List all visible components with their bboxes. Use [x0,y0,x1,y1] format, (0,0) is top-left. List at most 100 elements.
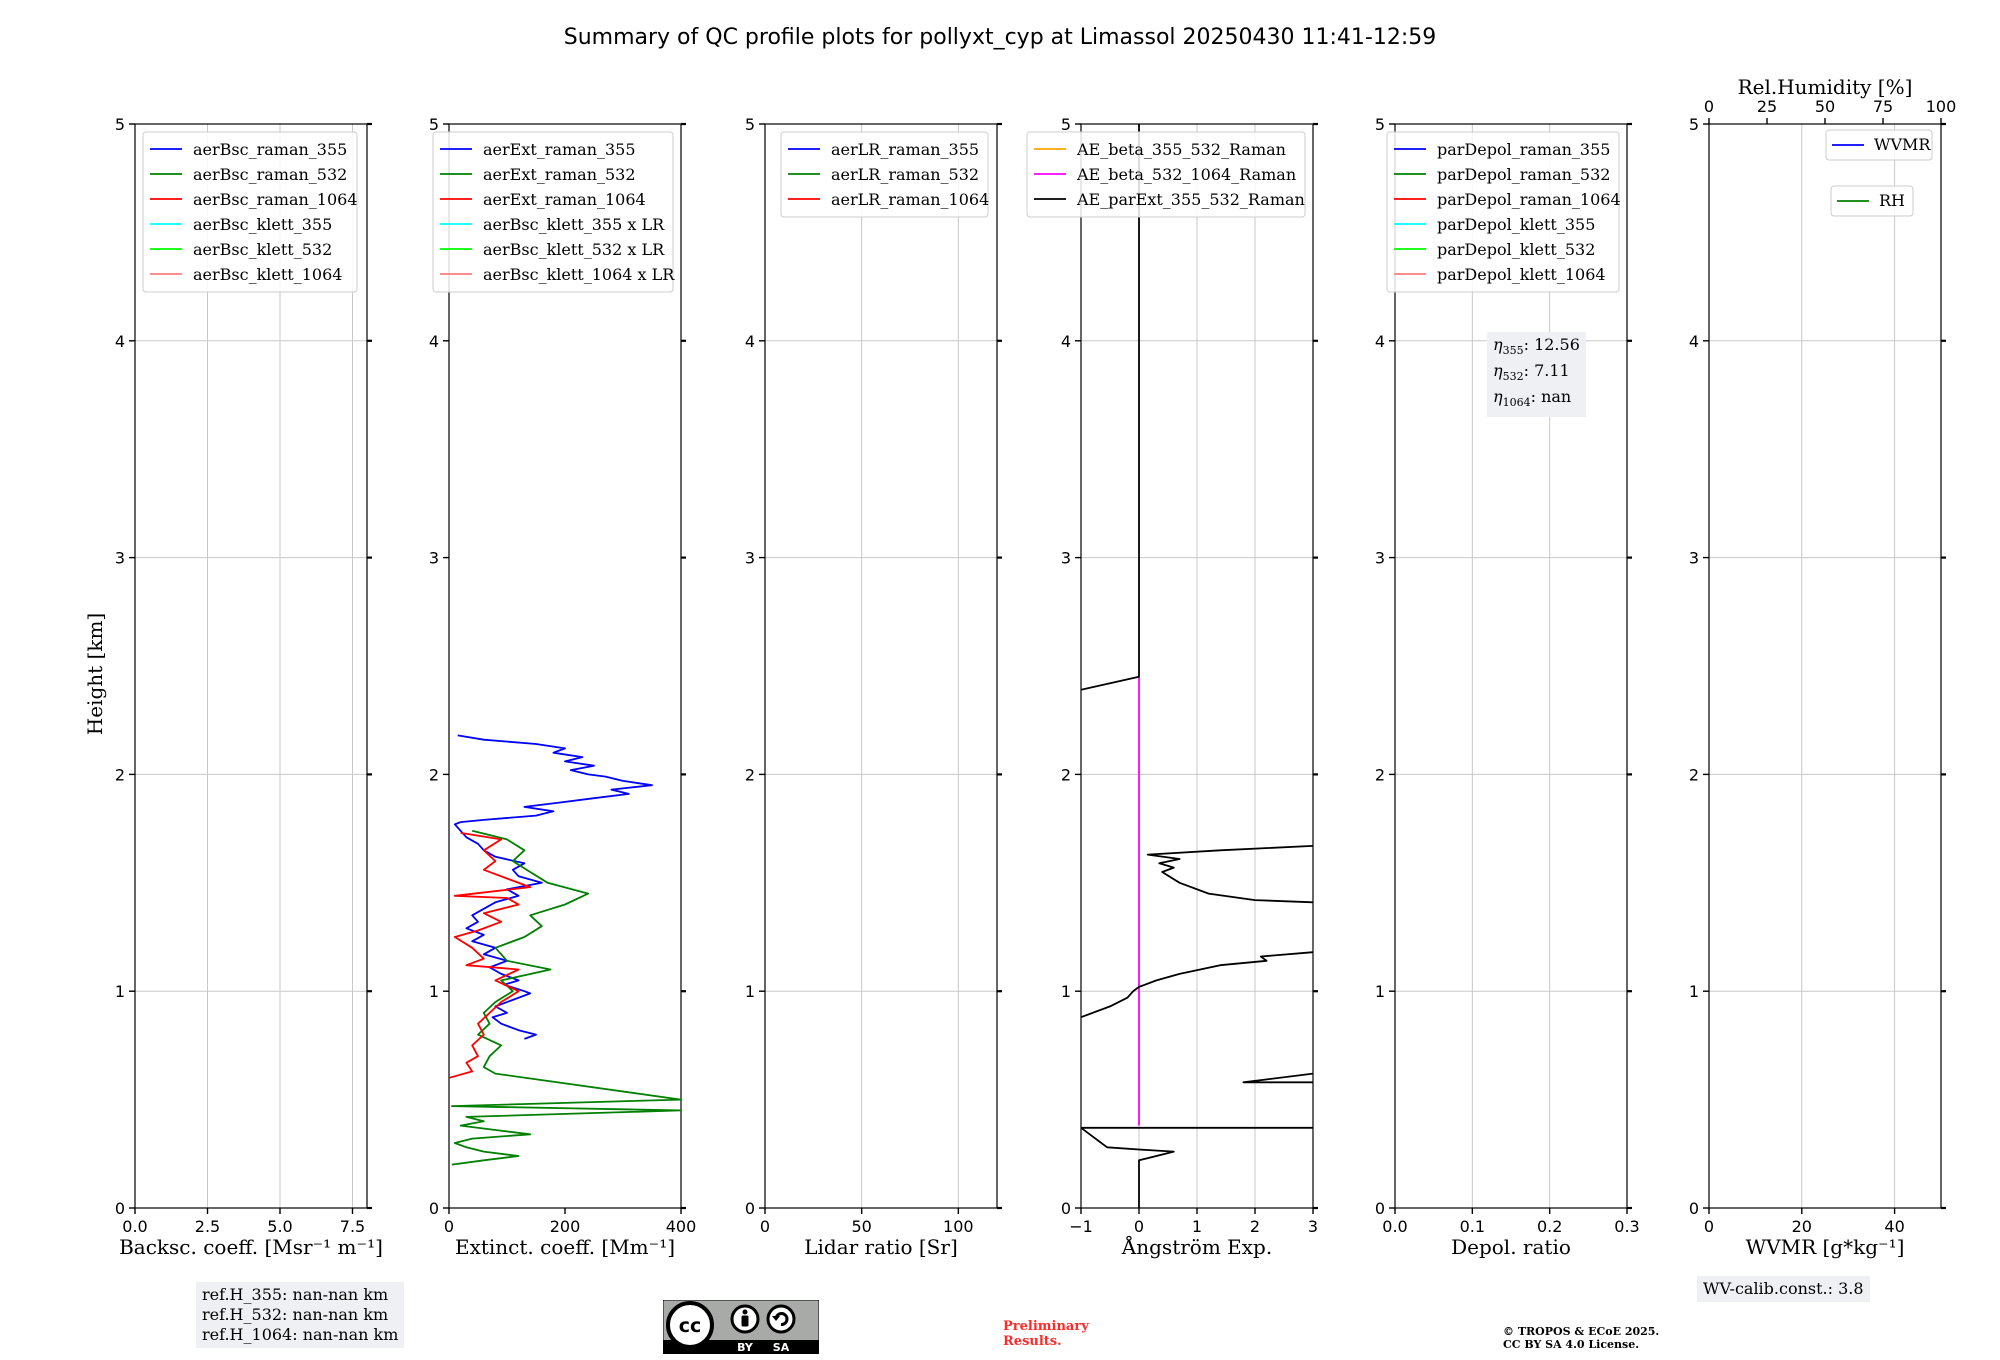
x-tick-label: 100 [943,1217,974,1236]
legend: aerExt_raman_355 aerExt_raman_532 aerExt_r… [432,131,675,293]
x-tick-label: 2.5 [195,1217,220,1236]
y-tick-label: 5 [429,115,439,134]
legend-label: aerBsc_klett_355 [193,215,332,234]
legend-label: aerBsc_raman_1064 [193,190,358,209]
series-line-AE_parExt_355_532_Raman [1081,951,1313,1019]
legend-label: parDepol_raman_355 [1437,140,1610,159]
x-tick-label: 0.0 [1382,1217,1407,1236]
legend-label: WVMR [1874,135,1931,154]
x-axis-label: Lidar ratio [Sr] [804,1235,958,1259]
y-tick-label: 2 [1689,765,1699,784]
x-axis-label: Extinct. coeff. [Mm⁻¹] [455,1235,675,1259]
x-tick-label: 200 [550,1217,581,1236]
y-tick-label: 0 [115,1199,125,1218]
by-label: BY [737,1341,754,1354]
y-tick-label: 3 [1689,549,1699,568]
series-group [449,734,681,1166]
series-line-AE_parExt_355_532_Raman [1081,1126,1313,1208]
y-tick-label: 3 [115,549,125,568]
x-tick-label: 0 [1134,1217,1144,1236]
series-line-aerExt_raman_355 [453,734,653,1040]
y-tick-label: 1 [115,982,125,1001]
x-tick-label: 0.1 [1460,1217,1485,1236]
y-tick-label: 2 [1375,765,1385,784]
eta-value: : nan [1530,387,1572,407]
y-tick-label: 2 [115,765,125,784]
y-tick-label: 3 [745,549,755,568]
x-tick-label: 0 [760,1217,770,1236]
x-tick-label: 0.2 [1537,1217,1562,1236]
copyright-note: © TROPOS & ECoE 2025. CC BY SA 4.0 Licen… [1503,1325,1659,1351]
x-axis-label: Ångström Exp. [1121,1234,1272,1259]
legend-label: aerLR_raman_532 [831,165,979,184]
y-tick-label: 5 [1689,115,1699,134]
ref-height-1064: ref.H_1064: nan-nan km [202,1325,399,1344]
ref-height-532: ref.H_532: nan-nan km [202,1305,389,1324]
x-axis-label: Depol. ratio [1451,1235,1571,1259]
axes-frame [764,123,998,1209]
x-tick-label: 5.0 [267,1217,292,1236]
y-tick-label: 4 [1061,332,1071,351]
eta-symbol: η [1493,361,1503,381]
x-axis-label: Backsc. coeff. [Msr⁻¹ m⁻¹] [119,1235,383,1259]
series-line-AE_parExt_355_532_Raman [1081,124,1140,691]
eta-1064: η1064: nan [1493,387,1580,413]
copyright-line-2: CC BY SA 4.0 License. [1503,1338,1640,1351]
y-tick-label: 1 [745,982,755,1001]
legend-label: aerBsc_klett_1064 x LR [483,265,675,284]
panels: 0.0 2.5 5.0 7.5 0 1 2 3 4 5 Backsc. coeff. [Msr⁻¹ … [115,75,1956,1259]
y-tick-label: 2 [429,765,439,784]
legend-label: parDepol_raman_1064 [1437,190,1621,209]
x-tick-label: 0 [1704,1217,1714,1236]
eta-sub: 355 [1502,344,1524,358]
x-tick-label: 20 [1792,1217,1812,1236]
figure-title: Summary of QC profile plots for pollyxt_… [564,25,1437,50]
legend-label: aerBsc_klett_532 [193,240,332,259]
series-line-aerExt_raman_1064 [449,832,532,1079]
y-tick-label: 5 [115,115,125,134]
legend-rh: RH [1830,185,1914,217]
wv-calib-box: WV-calib.const.: 3.8 [1697,1276,1870,1302]
legend-label: aerLR_raman_355 [831,140,979,159]
x-tick-label: 40 [1884,1217,1904,1236]
eta-symbol: η [1493,387,1503,407]
y-tick-label: 0 [745,1199,755,1218]
y-tick-label: 5 [745,115,755,134]
legend-label: aerBsc_raman_355 [193,140,347,159]
cc-icon-text: cc [679,1315,702,1337]
legend-label: aerBsc_raman_532 [193,165,347,184]
y-tick-label: 1 [1061,982,1071,1001]
copyright-line-1: © TROPOS & ECoE 2025. [1503,1325,1660,1338]
wv-calib-text: WV-calib.const.: 3.8 [1703,1279,1864,1298]
axes-frame [1708,123,1942,1209]
y-tick-label: 4 [115,332,125,351]
x2-tick-label: 50 [1815,97,1835,116]
y-tick-label: 1 [429,982,439,1001]
axes-frame [1394,123,1628,1209]
series-line-AE_parExt_355_532_Raman [1146,845,1313,904]
legend-label: parDepol_klett_532 [1437,240,1595,259]
legend: AE_beta_355_532_Raman AE_beta_532_1064_Ra… [1026,131,1306,218]
x-tick-label: 1 [1192,1217,1202,1236]
legend-label: RH [1879,191,1905,210]
preliminary-line-1: Preliminary [1003,1319,1089,1334]
series-line-AE_parExt_355_532_Raman [1242,1072,1313,1084]
y-tick-label: 2 [745,765,755,784]
y-tick-label: 3 [1061,549,1071,568]
eta-value: : 12.56 [1523,335,1580,354]
y-tick-label: 0 [1375,1199,1385,1218]
y-tick-label: 3 [429,549,439,568]
eta-symbol: η [1493,335,1503,354]
y-tick-label: 2 [1061,765,1071,784]
x-tick-label: 50 [851,1217,871,1236]
legend: aerBsc_raman_355 aerBsc_raman_532 aerBsc_r… [142,131,358,293]
series-group [1081,124,1313,1208]
legend-label: AE_beta_355_532_Raman [1076,140,1286,159]
x-tick-label: 0.0 [122,1217,147,1236]
y-tick-label: 5 [1061,115,1071,134]
ref-heights-box: ref.H_355: nan-nan km ref.H_532: nan-nan… [196,1282,405,1348]
legend-label: aerExt_raman_1064 [483,190,646,209]
legend-label: aerBsc_klett_1064 [193,265,342,284]
